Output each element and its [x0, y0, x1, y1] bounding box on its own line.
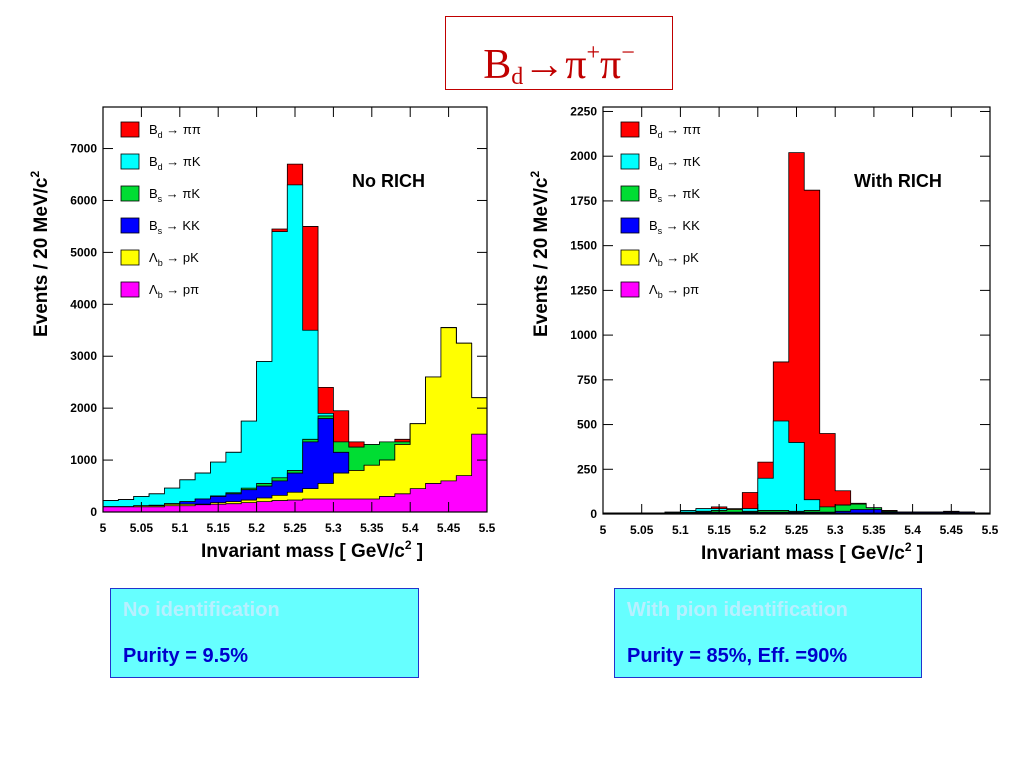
left-legend-swatch-Bs_piK [120, 185, 140, 202]
info-header-with-rich: With pion identification [627, 599, 848, 621]
right-ytick-label: 1250 [570, 283, 597, 297]
info-box-no-rich: No identification Purity = 9.5% [110, 588, 419, 678]
left-xtick-label: 5 [100, 521, 107, 535]
right-legend-label-Bd_pipi: Bd → ππ [649, 122, 701, 140]
right-legend-swatch-Bs_piK [620, 185, 640, 202]
right-xtick-label: 5.15 [707, 523, 731, 537]
left-ytick-label: 4000 [70, 297, 97, 311]
left-legend-label-Bd_pipi: Bd → ππ [149, 122, 201, 140]
chart-with-rich: 0 250 500 750 1000 1250 1500 1750 2000 2250 5 5.05 5… [528, 104, 999, 564]
right-legend-swatch-Lb_ppi [620, 281, 640, 298]
left-ytick-label: 6000 [70, 193, 97, 207]
left-legend-swatch-Bs_KK [120, 217, 140, 234]
chart-no-rich: 0 1000 2000 3000 4000 5000 6000 7000 5 5.05 5.1 5.1… [28, 106, 496, 562]
right-xtick-label: 5.25 [785, 523, 809, 537]
right-ytick-label: 250 [577, 462, 597, 476]
right-ytick-label: 1750 [570, 194, 597, 208]
right-xtick-label: 5.4 [904, 523, 921, 537]
left-legend-label-Bd_piK: Bd → πK [149, 154, 201, 172]
right-xtick-label: 5.3 [827, 523, 844, 537]
left-legend-label-Lb_pK: Λb → pK [149, 250, 199, 268]
left-xtick-label: 5.25 [283, 521, 307, 535]
right-xtick-label: 5.35 [862, 523, 886, 537]
left-xtick-label: 5.15 [207, 521, 231, 535]
left-xtick-label: 5.45 [437, 521, 461, 535]
left-xtick-label: 5.5 [479, 521, 496, 535]
info-header-no-rich: No identification [123, 599, 280, 621]
left-ytick-label: 7000 [70, 142, 97, 156]
left-legend-swatch-Lb_ppi [120, 281, 140, 298]
right-xtick-label: 5.1 [672, 523, 689, 537]
right-legend-swatch-Bd_pipi [620, 121, 640, 138]
left-legend-label-Bs_KK: Bs → KK [149, 218, 200, 236]
right-legend-swatch-Bd_piK [620, 153, 640, 170]
right-xtick-label: 5.5 [982, 523, 999, 537]
right-legend-label-Lb_ppi: Λb → pπ [649, 282, 699, 300]
right-legend-swatch-Bs_KK [620, 217, 640, 234]
left-legend-label-Lb_ppi: Λb → pπ [149, 282, 199, 300]
left-ytick-label: 3000 [70, 349, 97, 363]
right-ytick-label: 500 [577, 418, 597, 432]
left-ytick-label: 1000 [70, 453, 97, 467]
info-box-with-rich: With pion identification Purity = 85%, E… [614, 588, 922, 678]
right-ytick-label: 2250 [570, 104, 597, 118]
right-legend-label-Bs_KK: Bs → KK [649, 218, 700, 236]
right-xtick-label: 5.05 [630, 523, 654, 537]
right-legend-label-Lb_pK: Λb → pK [649, 250, 699, 268]
left-xtick-label: 5.2 [248, 521, 265, 535]
right-ytick-label: 1500 [570, 239, 597, 253]
purity-text-no-rich: Purity = 9.5% [123, 645, 249, 667]
right-xtick-label: 5.45 [940, 523, 964, 537]
slide-title: Bd→π+π− [445, 16, 673, 90]
left-yaxis-title: Events / 20 MeV/c2 [28, 171, 52, 337]
right-legend-swatch-Lb_pK [620, 249, 640, 266]
left-xtick-label: 5.05 [130, 521, 154, 535]
left-legend-swatch-Bd_piK [120, 153, 140, 170]
left-panel-label: No RICH [352, 171, 425, 191]
left-xtick-label: 5.3 [325, 521, 342, 535]
right-xaxis-title: Invariant mass [ GeV/c2 ] [701, 540, 923, 564]
right-xtick-label: 5.2 [749, 523, 766, 537]
purity-text-with-rich: Purity = 85%, Eff. =90% [627, 645, 848, 667]
right-legend-label-Bd_piK: Bd → πK [649, 154, 701, 172]
right-xtick-label: 5 [600, 523, 607, 537]
right-panel-label: With RICH [854, 171, 942, 191]
left-xtick-label: 5.4 [402, 521, 419, 535]
left-legend-label-Bs_piK: Bs → πK [149, 186, 200, 204]
left-xtick-label: 5.1 [171, 521, 188, 535]
right-yaxis-title: Events / 20 MeV/c2 [528, 171, 552, 337]
right-legend-label-Bs_piK: Bs → πK [649, 186, 700, 204]
left-ytick-label: 5000 [70, 245, 97, 259]
right-ytick-label: 1000 [570, 328, 597, 342]
left-ytick-label: 2000 [70, 401, 97, 415]
left-legend-swatch-Lb_pK [120, 249, 140, 266]
left-legend-swatch-Bd_pipi [120, 121, 140, 138]
right-ytick-label: 2000 [570, 149, 597, 163]
left-xaxis-title: Invariant mass [ GeV/c2 ] [201, 538, 423, 562]
right-ytick-label: 0 [590, 507, 597, 521]
right-ytick-label: 750 [577, 373, 597, 387]
left-xtick-label: 5.35 [360, 521, 384, 535]
left-ytick-label: 0 [90, 505, 97, 519]
